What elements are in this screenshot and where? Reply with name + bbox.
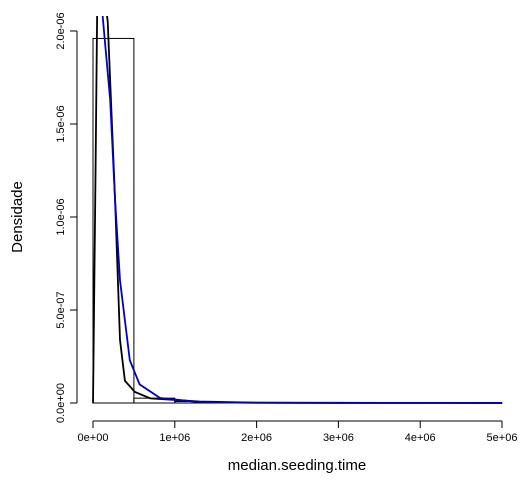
y-tick-label: 1.5e-06 bbox=[55, 105, 67, 142]
x-tick-label: 2e+06 bbox=[241, 432, 272, 444]
x-tick-label: 3e+06 bbox=[323, 432, 354, 444]
bar bbox=[92, 37, 135, 404]
y-tick-label: 1.0e-06 bbox=[55, 198, 67, 235]
x-tick-label: 1e+06 bbox=[159, 432, 190, 444]
density-line bbox=[101, 16, 503, 404]
x-tick-label: 0e+00 bbox=[78, 432, 109, 444]
y-axis-label: Densidade bbox=[9, 181, 26, 253]
y-tick-label: 0.0e+00 bbox=[55, 383, 67, 423]
density-line bbox=[92, 16, 503, 404]
y-tick-label: 5.0e-07 bbox=[55, 291, 67, 328]
y-tick-label: 2.0e-06 bbox=[55, 12, 67, 49]
x-axis-label: median.seeding.time bbox=[228, 457, 366, 474]
x-tick-label: 5e+06 bbox=[487, 432, 518, 444]
x-tick-label: 4e+06 bbox=[405, 432, 436, 444]
plot-area bbox=[92, 16, 503, 404]
